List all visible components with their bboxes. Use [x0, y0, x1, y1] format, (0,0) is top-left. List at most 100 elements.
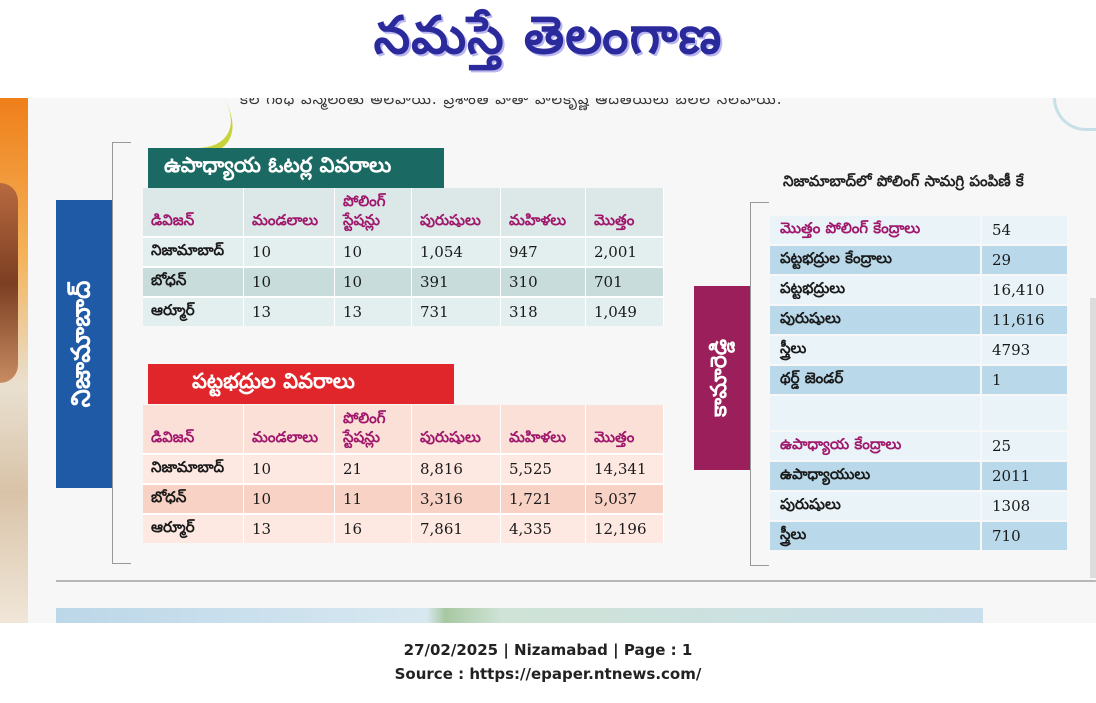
- teachers-heading: ఉపాధ్యాయ ఓటర్ల వివరాలు: [148, 148, 444, 188]
- teachers-heading-text: ఉపాధ్యాయ ఓటర్ల వివరాలు: [164, 153, 392, 177]
- men-cell: 8,816: [411, 452, 501, 484]
- women-cell: 1,721: [500, 482, 586, 514]
- stat-row: థర్డ్ జెండర్ 1: [770, 364, 1069, 395]
- col-men: పురుషులు: [411, 405, 501, 454]
- stations-cell: 13: [334, 295, 412, 326]
- stat-label: ఉపాధ్యాయ కేంద్రాలు: [770, 430, 982, 461]
- col-women: మహిళలు: [500, 188, 586, 237]
- stat-row: స్త్రీలు 710: [770, 520, 1069, 550]
- teachers-table: డివిజన్ మండలాలు పోలింగ్ స్టేషన్లు పురుషు…: [143, 188, 664, 326]
- stat-value: 29: [981, 244, 1069, 275]
- kamareddy-caption: నిజామాబాద్‌లో పోలింగ్ సామగ్రి పంపిణీ కే: [783, 172, 1024, 190]
- stat-row: పురుషులు 11,616: [770, 304, 1069, 335]
- mandals-cell: 13: [243, 295, 335, 326]
- division-cell: నిజామాబాద్: [143, 235, 244, 267]
- col-division: డివిజన్: [143, 188, 244, 237]
- stations-cell: 16: [334, 512, 412, 543]
- total-cell: 701: [585, 265, 664, 297]
- stat-value: 11,616: [981, 304, 1069, 335]
- stat-row: ఉపాధ్యాయ కేంద్రాలు 25: [770, 430, 1069, 461]
- stat-row: స్త్రీలు 4793: [770, 334, 1069, 365]
- stat-value: 16,410: [981, 274, 1069, 305]
- men-cell: 731: [411, 295, 501, 326]
- newspaper-logo: నమస్తే తెలంగాణ: [373, 6, 723, 66]
- women-cell: 4,335: [500, 512, 586, 543]
- col-mandals: మండలాలు: [243, 405, 335, 454]
- stat-row: ఉపాధ్యాయులు 2011: [770, 460, 1069, 491]
- col-men: పురుషులు: [411, 188, 501, 237]
- total-cell: 2,001: [585, 235, 664, 267]
- col-polling-stations: పోలింగ్ స్టేషన్లు: [334, 188, 412, 237]
- col-women: మహిళలు: [500, 405, 586, 454]
- stat-label: స్త్రీలు: [770, 520, 982, 550]
- total-cell: 12,196: [585, 512, 664, 543]
- source-info: Source : https://epaper.ntnews.com/: [394, 665, 702, 683]
- region-label: నిజామాబాద్: [66, 280, 97, 408]
- division-cell: బోధన్: [143, 265, 244, 297]
- stations-cell: 21: [334, 452, 412, 484]
- stat-label: థర్డ్ జెండర్: [770, 364, 982, 395]
- stations-cell: 10: [334, 235, 412, 267]
- division-cell: ఆర్మూర్: [143, 512, 244, 543]
- mandals-cell: 10: [243, 265, 335, 297]
- stat-value: 4793: [981, 334, 1069, 365]
- division-cell: నిజామాబాద్: [143, 452, 244, 484]
- mandals-cell: 10: [243, 235, 335, 267]
- stations-cell: 11: [334, 482, 412, 514]
- adjacent-column-edge: [1090, 298, 1096, 578]
- men-cell: 391: [411, 265, 501, 297]
- decorative-swoosh-right: [1053, 98, 1096, 131]
- men-cell: 3,316: [411, 482, 501, 514]
- women-cell: 310: [500, 265, 586, 297]
- stat-row: పట్టభద్రులు 16,410: [770, 274, 1069, 305]
- stat-label: మొత్తం పోలింగ్ కేంద్రాలు: [770, 214, 982, 245]
- graduates-header-row: డివిజన్ మండలాలు పోలింగ్ స్టేషన్లు పురుషు…: [143, 405, 664, 454]
- kamareddy-label-bar: కామారెడ్డి: [694, 286, 750, 470]
- table-row: బోధన్ 10 11 3,316 1,721 5,037: [143, 482, 664, 514]
- men-cell: 1,054: [411, 235, 501, 267]
- teachers-header-row: డివిజన్ మండలాలు పోలింగ్ స్టేషన్లు పురుషు…: [143, 188, 664, 237]
- stat-value: 1308: [981, 490, 1069, 521]
- col-total: మొత్తం: [585, 188, 664, 237]
- table-row: ఆర్మూర్ 13 13 731 318 1,049: [143, 295, 664, 326]
- stat-label: పట్టభద్రుల కేంద్రాలు: [770, 244, 982, 275]
- women-cell: 5,525: [500, 452, 586, 484]
- total-cell: 5,037: [585, 482, 664, 514]
- stat-label: పురుషులు: [770, 304, 982, 335]
- stat-row: మొత్తం పోలింగ్ కేంద్రాలు 54: [770, 214, 1069, 245]
- left-photo-strip: [0, 98, 28, 623]
- cut-off-article-text: కల గంధ పన్మలంతు అలపాయి. ప్రశాంతి హాతా హా…: [240, 98, 783, 108]
- stations-cell: 10: [334, 265, 412, 297]
- table-row: ఆర్మూర్ 13 16 7,861 4,335 12,196: [143, 512, 664, 543]
- col-mandals: మండలాలు: [243, 188, 335, 237]
- division-cell: ఆర్మూర్: [143, 295, 244, 326]
- graduates-table: డివిజన్ మండలాలు పోలింగ్ స్టేషన్లు పురుషు…: [143, 405, 664, 543]
- table-row: బోధన్ 10 10 391 310 701: [143, 265, 664, 297]
- graduates-heading: పట్టభద్రుల వివరాలు: [148, 364, 454, 404]
- stat-value: 2011: [981, 460, 1069, 491]
- photo-strip: [56, 608, 983, 623]
- women-cell: 947: [500, 235, 586, 267]
- stat-label: స్త్రీలు: [770, 334, 982, 365]
- decorative-swoosh: [133, 98, 257, 154]
- total-cell: 14,341: [585, 452, 664, 484]
- division-cell: బోధన్: [143, 482, 244, 514]
- region-label-bar: నిజామాబాద్: [56, 200, 112, 488]
- col-total: మొత్తం: [585, 405, 664, 454]
- total-cell: 1,049: [585, 295, 664, 326]
- stat-value: 54: [981, 214, 1069, 245]
- women-cell: 318: [500, 295, 586, 326]
- table-row: నిజామాబాద్ 10 10 1,054 947 2,001: [143, 235, 664, 267]
- men-cell: 7,861: [411, 512, 501, 543]
- table-row: నిజామాబాద్ 10 21 8,816 5,525 14,341: [143, 452, 664, 484]
- mandals-cell: 10: [243, 452, 335, 484]
- graduates-heading-text: పట్టభద్రుల వివరాలు: [192, 369, 355, 393]
- divider: [56, 580, 1096, 582]
- stat-label: ఉపాధ్యాయులు: [770, 460, 982, 491]
- masthead: నమస్తే తెలంగాణ: [0, 0, 1096, 98]
- kamareddy-stats-table: మొత్తం పోలింగ్ కేంద్రాలు 54 పట్టభద్రుల క…: [770, 214, 1069, 550]
- mandals-cell: 10: [243, 482, 335, 514]
- stat-row: పురుషులు 1308: [770, 490, 1069, 521]
- kamareddy-label: కామారెడ్డి: [707, 338, 732, 418]
- newspaper-clipping: కల గంధ పన్మలంతు అలపాయి. ప్రశాంతి హాతా హా…: [0, 98, 1096, 623]
